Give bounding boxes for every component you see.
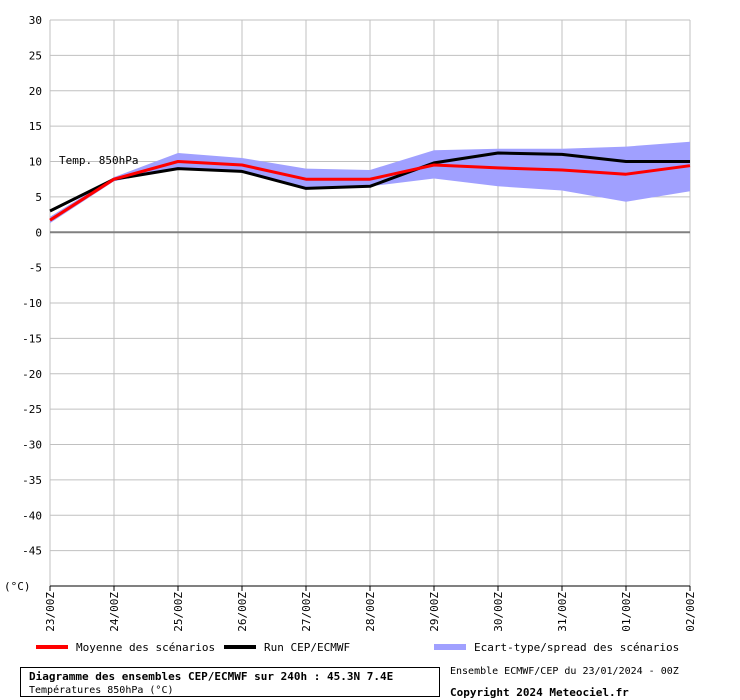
x-tick-label: 24/00Z — [108, 592, 121, 632]
x-tick-label: 02/00Z — [684, 592, 697, 632]
spread-swatch — [434, 644, 466, 650]
footer-title: Diagramme des ensembles CEP/ECMWF sur 24… — [29, 670, 394, 683]
x-tick-label: 27/00Z — [300, 592, 313, 632]
x-tick-label: 25/00Z — [172, 592, 185, 632]
x-axis-tick-labels: 23/00Z 24/00Z 25/00Z 26/00Z 27/00Z 28/00Z 29/0… — [44, 592, 697, 632]
legend-spread-label: Ecart-type/spread des scénarios — [474, 640, 680, 654]
y-axis-tick-labels: 30 25 20 15 10 5 0 -5 -10 -15 -20 -25 -30 -35 -40 -45 — [22, 14, 42, 558]
x-tick-label: 01/00Z — [620, 592, 633, 632]
x-tick-label: 28/00Z — [364, 592, 377, 632]
legend-item-mean: Moyenne des scénarios — [36, 640, 215, 654]
y-unit-label: (°C) — [4, 580, 31, 593]
mean-line — [49, 160, 691, 222]
run-swatch — [224, 645, 256, 649]
y-tick-label: -20 — [22, 368, 42, 381]
x-tick-label: 23/00Z — [44, 592, 57, 632]
y-tick-label: 30 — [29, 14, 42, 27]
mean-swatch — [36, 645, 68, 649]
y-tick-label: -15 — [22, 332, 42, 345]
y-tick-label: 10 — [29, 156, 42, 169]
x-tick-label: 29/00Z — [428, 592, 441, 632]
series-lines — [49, 151, 691, 222]
x-tick-label: 26/00Z — [236, 592, 249, 632]
x-tick-label: 30/00Z — [492, 592, 505, 632]
footer-title-box: Diagramme des ensembles CEP/ECMWF sur 24… — [20, 667, 440, 697]
y-tick-label: -5 — [29, 262, 42, 275]
x-tick-label: 31/00Z — [556, 592, 569, 632]
y-tick-label: 5 — [35, 191, 42, 204]
series-inline-label: Temp. 850hPa — [59, 154, 138, 167]
y-tick-label: 20 — [29, 85, 42, 98]
y-tick-label: 0 — [35, 226, 42, 239]
chart-area: 30 25 20 15 10 5 0 -5 -10 -15 -20 -25 -30 -35 -40 -45 2… — [4, 14, 697, 632]
y-tick-label: 25 — [29, 49, 42, 62]
footer-subtitle: Températures 850hPa (°C) — [29, 685, 174, 696]
y-tick-label: -45 — [22, 545, 42, 558]
y-tick-label: -40 — [22, 509, 42, 522]
y-tick-label: -30 — [22, 439, 42, 452]
grid-lines — [49, 19, 691, 591]
run-info: Ensemble ECMWF/CEP du 23/01/2024 - 00Z — [450, 666, 679, 677]
legend-item-spread: Ecart-type/spread des scénarios — [434, 640, 679, 654]
legend-run-label: Run CEP/ECMWF — [264, 640, 351, 654]
legend-item-run: Run CEP/ECMWF — [224, 640, 350, 654]
y-tick-label: -35 — [22, 474, 42, 487]
y-tick-label: -10 — [22, 297, 42, 310]
run-line — [49, 151, 690, 213]
y-tick-label: 15 — [29, 120, 42, 133]
y-tick-label: -25 — [22, 403, 42, 416]
legend-mean-label: Moyenne des scénarios — [76, 640, 216, 654]
copyright: Copyright 2024 Meteociel.fr — [450, 686, 629, 699]
